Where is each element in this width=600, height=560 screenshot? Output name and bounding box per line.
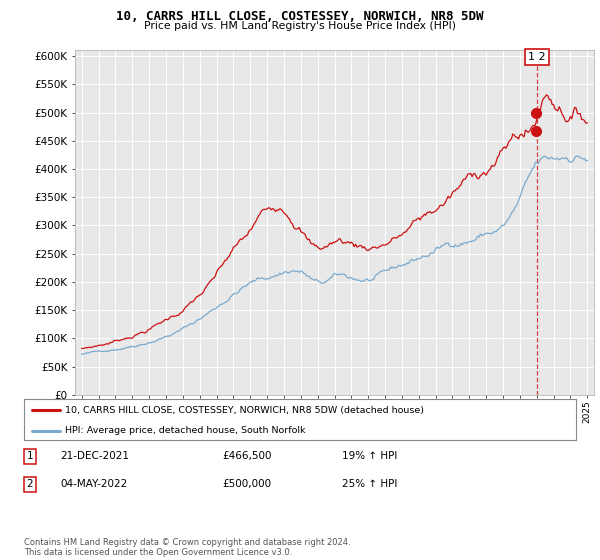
Text: 10, CARRS HILL CLOSE, COSTESSEY, NORWICH, NR8 5DW (detached house): 10, CARRS HILL CLOSE, COSTESSEY, NORWICH… <box>65 405 424 414</box>
Text: 19% ↑ HPI: 19% ↑ HPI <box>342 451 397 461</box>
Text: 21-DEC-2021: 21-DEC-2021 <box>60 451 129 461</box>
Text: 10, CARRS HILL CLOSE, COSTESSEY, NORWICH, NR8 5DW: 10, CARRS HILL CLOSE, COSTESSEY, NORWICH… <box>116 10 484 23</box>
Text: 1: 1 <box>26 451 34 461</box>
Text: Contains HM Land Registry data © Crown copyright and database right 2024.
This d: Contains HM Land Registry data © Crown c… <box>24 538 350 557</box>
Text: 2: 2 <box>26 479 34 489</box>
Text: £500,000: £500,000 <box>222 479 271 489</box>
Text: 25% ↑ HPI: 25% ↑ HPI <box>342 479 397 489</box>
Text: Price paid vs. HM Land Registry's House Price Index (HPI): Price paid vs. HM Land Registry's House … <box>144 21 456 31</box>
Text: 04-MAY-2022: 04-MAY-2022 <box>60 479 127 489</box>
Text: 1 2: 1 2 <box>528 52 545 62</box>
Text: £466,500: £466,500 <box>222 451 271 461</box>
Text: HPI: Average price, detached house, South Norfolk: HPI: Average price, detached house, Sout… <box>65 426 306 435</box>
